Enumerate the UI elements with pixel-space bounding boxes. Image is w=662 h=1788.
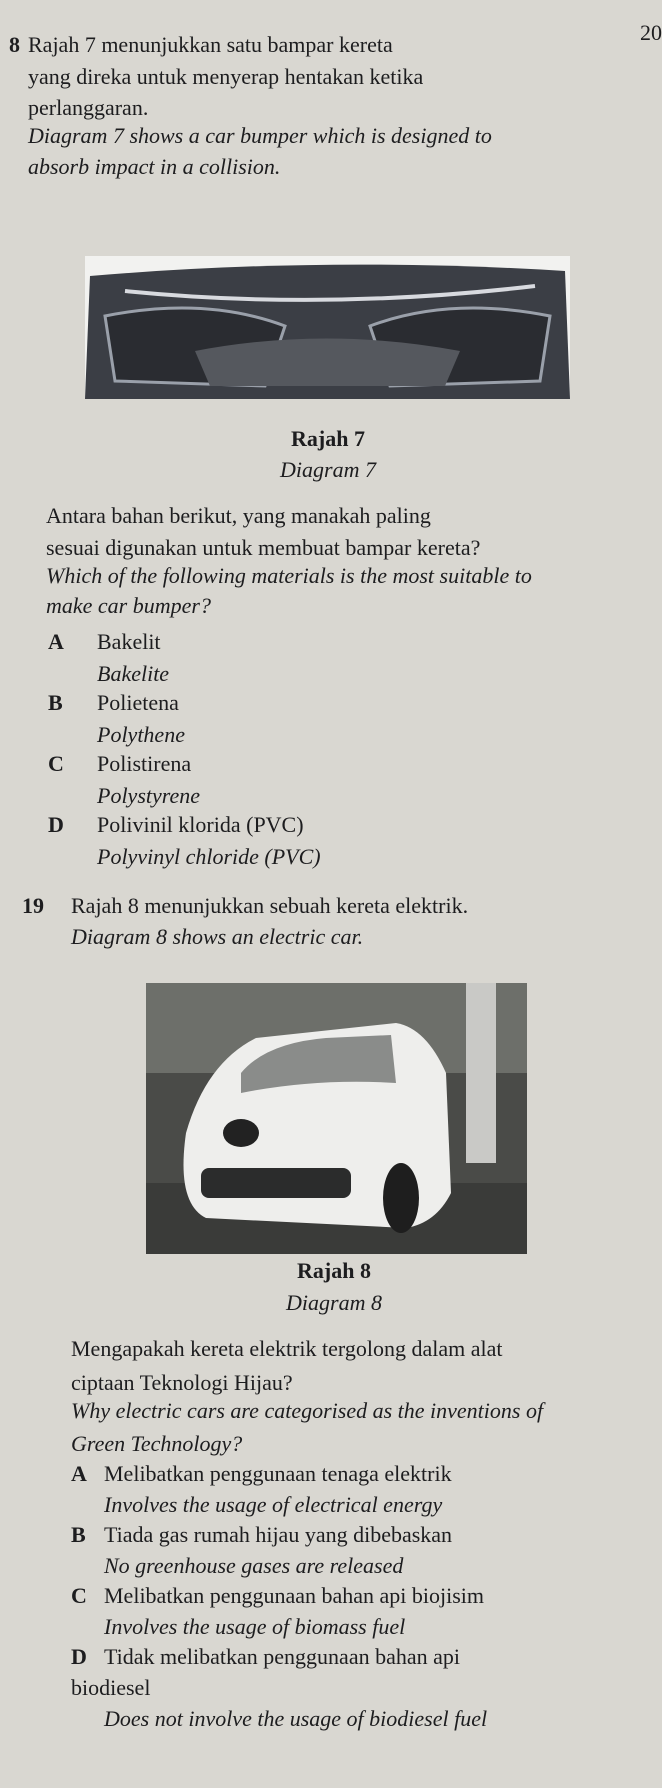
stem-english: absorb impact in a collision.	[28, 154, 281, 179]
bumper-photo	[85, 256, 570, 399]
question: Antara bahan berikut, yang manakah palin…	[46, 503, 431, 528]
option-text: biodiesel	[71, 1675, 151, 1700]
option-text-english: Involves the usage of biomass fuel	[104, 1614, 406, 1639]
question-english: Why electric cars are categorised as the…	[71, 1398, 544, 1423]
figure-label-english: Diagram 7	[280, 457, 376, 482]
question-english: make car bumper?	[46, 593, 211, 618]
page-number: 20	[640, 20, 662, 45]
option-letter: D	[71, 1644, 87, 1669]
option-text-english: No greenhouse gases are released	[104, 1553, 404, 1578]
question-number: 19	[22, 893, 44, 918]
option-letter: B	[71, 1522, 86, 1547]
question: sesuai digunakan untuk membuat bampar ke…	[46, 535, 481, 560]
option-text-english: Does not involve the usage of biodiesel …	[104, 1706, 488, 1731]
option-text: Polivinil klorida (PVC)	[97, 812, 304, 837]
option-text: Tidak melibatkan penggunaan bahan api	[104, 1644, 460, 1669]
option-text: Polietena	[97, 690, 179, 715]
car-photo	[146, 983, 527, 1254]
stem: yang direka untuk menyerap hentakan keti…	[28, 64, 424, 89]
stem: perlanggaran.	[28, 95, 149, 120]
option-letter: A	[48, 629, 64, 654]
figure-label-english: Diagram 8	[286, 1290, 382, 1315]
stem: Rajah 8 menunjukkan sebuah kereta elektr…	[71, 893, 469, 918]
option-text: Melibatkan penggunaan bahan api biojisim	[104, 1583, 485, 1608]
question-english: Which of the following materials is the …	[46, 563, 532, 588]
figure-label: Rajah 8	[297, 1258, 371, 1283]
option-letter: A	[71, 1461, 87, 1486]
question-number: 8	[9, 32, 20, 57]
option-text-english: Polyvinyl chloride (PVC)	[97, 844, 321, 869]
option-letter: D	[48, 812, 64, 837]
question-english: Green Technology?	[71, 1431, 243, 1456]
question: Mengapakah kereta elektrik tergolong dal…	[71, 1336, 503, 1361]
option-letter: B	[48, 690, 63, 715]
option-text-english: Involves the usage of electrical energy	[104, 1492, 443, 1517]
option-letter: C	[48, 751, 64, 776]
stem: Rajah 7 menunjukkan satu bampar kereta	[28, 32, 393, 57]
stem-english: Diagram 7 shows a car bumper which is de…	[28, 123, 492, 148]
option-text: Bakelit	[97, 629, 161, 654]
option-text-english: Polystyrene	[97, 783, 201, 808]
option-letter: C	[71, 1583, 87, 1608]
option-text-english: Polythene	[97, 722, 185, 747]
figure-label: Rajah 7	[291, 426, 365, 451]
question: ciptaan Teknologi Hijau?	[71, 1370, 293, 1395]
option-text: Melibatkan penggunaan tenaga elektrik	[104, 1461, 452, 1486]
option-text: Tiada gas rumah hijau yang dibebaskan	[104, 1522, 453, 1547]
option-text: Polistirena	[97, 751, 192, 776]
stem-english: Diagram 8 shows an electric car.	[71, 924, 364, 949]
option-text-english: Bakelite	[97, 661, 170, 686]
